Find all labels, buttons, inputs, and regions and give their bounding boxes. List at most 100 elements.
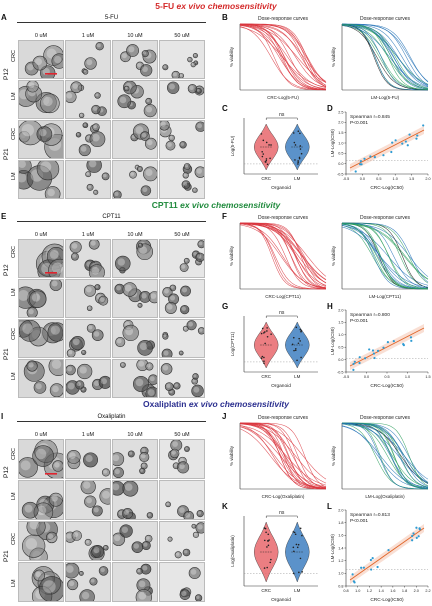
dose-response-curve bbox=[239, 24, 327, 88]
organoid bbox=[48, 492, 63, 507]
data-point bbox=[297, 342, 300, 345]
organoid-lumen bbox=[167, 142, 172, 147]
organoid bbox=[75, 132, 82, 138]
x-tick-label: 1.4 bbox=[379, 589, 384, 593]
organoid-image bbox=[112, 160, 158, 199]
organoid-image bbox=[18, 480, 64, 520]
organoid-lumen bbox=[76, 381, 82, 387]
organoid-micrograph bbox=[24, 45, 63, 78]
organoid bbox=[94, 92, 101, 99]
dose-response-curve bbox=[341, 223, 429, 290]
data-point bbox=[294, 533, 297, 536]
data-point bbox=[297, 130, 300, 133]
category-label: CRC bbox=[261, 588, 271, 593]
spearman-annotation: Spearman r=0.845 bbox=[350, 114, 390, 120]
organoid-micrograph bbox=[81, 42, 104, 75]
organoid-lumen bbox=[121, 526, 129, 533]
organoid-lumen bbox=[138, 243, 142, 246]
organoid-lumen bbox=[73, 532, 79, 538]
violin-chart: Log(Oxaliplatin) Organoid ns CRC LM bbox=[230, 510, 318, 603]
category-label: LM bbox=[294, 588, 301, 593]
organoid bbox=[26, 307, 38, 317]
organoid bbox=[145, 386, 157, 397]
x-tick-label: 2.0 bbox=[414, 589, 419, 593]
organoid-lumen bbox=[83, 123, 87, 126]
organoid bbox=[49, 383, 63, 397]
organoid-lumen bbox=[141, 293, 147, 299]
data-point bbox=[261, 150, 263, 153]
organoid-micrograph bbox=[179, 567, 203, 601]
organoid bbox=[187, 56, 193, 63]
organoid-lumen bbox=[166, 304, 173, 310]
y-axis-label: Log(Oxaliplatin) bbox=[230, 535, 235, 567]
organoid-image bbox=[112, 359, 158, 398]
organoid-lumen bbox=[116, 285, 122, 291]
organoid-lumen bbox=[69, 452, 76, 459]
organoid-micrograph bbox=[135, 563, 153, 601]
data-point bbox=[352, 580, 355, 583]
organoid-lumen bbox=[164, 288, 169, 294]
significance-bracket bbox=[265, 117, 298, 120]
organoid-lumen bbox=[196, 595, 200, 599]
data-point bbox=[293, 141, 296, 144]
organoid bbox=[78, 571, 84, 576]
organoid bbox=[181, 180, 191, 189]
organoid bbox=[165, 501, 171, 508]
x-axis-label: LM-Log(CPT11) bbox=[369, 294, 401, 299]
data-point bbox=[261, 327, 264, 330]
organoid-image bbox=[159, 359, 205, 398]
organoid-lumen bbox=[163, 350, 169, 356]
patient-label: P21 bbox=[3, 550, 10, 562]
dose-response-chart-crc: Dose-response curves % viability CRC-Log(C… bbox=[229, 215, 327, 299]
organoid bbox=[115, 255, 131, 272]
organoid-image bbox=[18, 439, 64, 479]
organoid-micrograph bbox=[85, 161, 110, 195]
organoid-lumen bbox=[141, 463, 146, 467]
data-point bbox=[263, 362, 265, 365]
x-axis-label: Organoid bbox=[271, 383, 291, 389]
organoid-lumen bbox=[91, 266, 100, 275]
organoid bbox=[70, 252, 79, 261]
dose-response-curve bbox=[240, 222, 327, 289]
organoid-lumen bbox=[135, 165, 138, 168]
organoid-lumen bbox=[67, 366, 73, 372]
y-tick-label: 0.5 bbox=[338, 152, 343, 156]
organoid-lumen bbox=[102, 490, 110, 499]
x-tick-label: 0.5 bbox=[376, 177, 381, 181]
organoid bbox=[82, 69, 89, 75]
data-point bbox=[300, 356, 302, 359]
panel-label-k: K bbox=[222, 502, 228, 511]
organoid-lumen bbox=[133, 543, 140, 549]
patient-label: P21 bbox=[3, 348, 10, 360]
organoid-lumen bbox=[169, 83, 175, 90]
organoid bbox=[26, 360, 38, 372]
organoid bbox=[98, 566, 109, 576]
dose-response-curve bbox=[239, 428, 327, 489]
organoid-lumen bbox=[142, 66, 148, 73]
organoid bbox=[179, 141, 187, 149]
y-axis-label: Log(CPT11) bbox=[230, 331, 235, 356]
x-axis-label: CRC-Log(Oxaliplatin) bbox=[262, 494, 305, 499]
y-tick-label: 1.6 bbox=[338, 534, 343, 538]
organoid-lumen bbox=[21, 124, 34, 137]
y-axis-label: LM-Log(IC50) bbox=[330, 129, 335, 157]
organoid-lumen bbox=[183, 173, 187, 177]
organoid-lumen bbox=[93, 331, 100, 337]
organoid-lumen bbox=[94, 190, 97, 193]
dose-response-curve bbox=[341, 422, 429, 490]
dose-response-curve bbox=[240, 422, 327, 487]
organoid-image bbox=[65, 40, 111, 79]
data-point bbox=[269, 157, 271, 160]
organoid bbox=[141, 540, 151, 551]
organoid-lumen bbox=[49, 249, 59, 259]
data-point bbox=[300, 152, 303, 155]
organoid-micrograph bbox=[168, 440, 190, 474]
organoid bbox=[98, 375, 110, 389]
data-point bbox=[298, 157, 301, 160]
organoid-micrograph bbox=[69, 240, 105, 277]
organoid bbox=[183, 257, 190, 264]
organoid bbox=[173, 382, 181, 390]
data-point bbox=[386, 341, 389, 344]
organoid-image bbox=[18, 80, 64, 119]
organoid-image bbox=[159, 80, 205, 119]
